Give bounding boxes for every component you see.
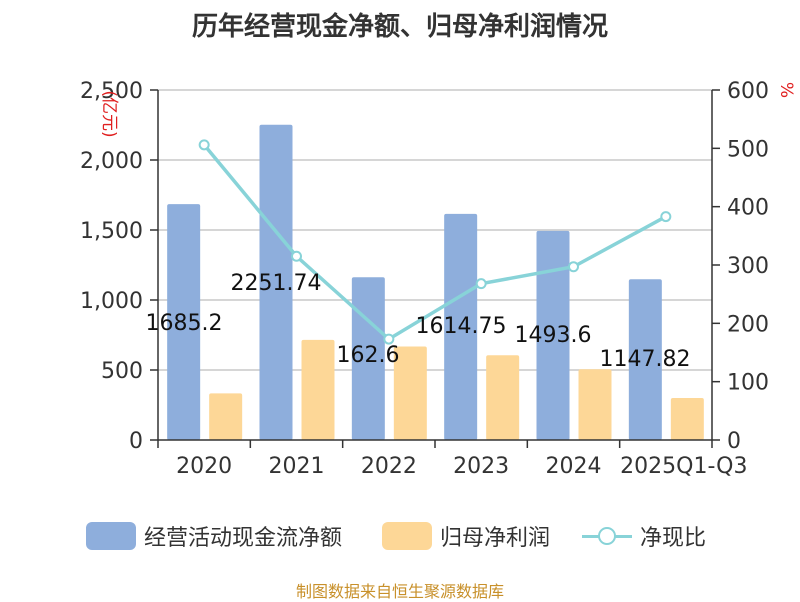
right-tick-label: 600 (727, 79, 769, 104)
bar-cashflow (628, 279, 662, 440)
legend-item-cashflow[interactable]: 经营活动现金流净额 (86, 518, 342, 554)
chart-legend: 经营活动现金流净额 归母净利润 净现比 (0, 518, 800, 554)
right-tick-label: 500 (727, 137, 769, 162)
right-axis-unit: % (776, 82, 796, 98)
left-tick-label: 1,500 (80, 219, 143, 244)
left-tick-label: 500 (101, 359, 143, 384)
source-footer: 制图数据来自恒生聚源数据库 (295, 582, 504, 601)
ratio-point (660, 211, 672, 223)
bar-cashflow (536, 230, 570, 440)
ratio-point (291, 250, 302, 262)
ratio-point (475, 278, 487, 290)
ratio-point (568, 261, 579, 273)
right-tick-label: 400 (727, 196, 769, 221)
bar-cashflow (167, 204, 201, 440)
bar-data-label: 1614.75 (416, 314, 507, 339)
right-tick-label: 200 (727, 312, 769, 337)
bar-data-label: 1685.2 (146, 311, 223, 336)
legend-label-profit: 归母净利润 (440, 526, 551, 551)
bar-profit (301, 339, 335, 440)
bar-cashflow (444, 213, 478, 440)
bar-data-label: 162.6 (337, 343, 400, 368)
bar-profit (486, 355, 520, 440)
ratio-point (198, 139, 210, 151)
left-tick-label: 2,000 (80, 149, 143, 174)
right-tick-label: 300 (727, 254, 769, 279)
bar-profit (209, 393, 243, 440)
ratio-point (383, 333, 395, 345)
bar-data-label: 1147.82 (600, 347, 691, 372)
legend-item-profit[interactable]: 归母净利润 (382, 518, 550, 554)
legend-item-ratio[interactable]: 净现比 (582, 518, 706, 554)
bar-profit (393, 346, 427, 440)
ratio-line (202, 143, 667, 342)
x-tick-label: 2022 (361, 454, 417, 479)
chart-title: 历年经营现金净额、归母净利润情况 (191, 12, 608, 42)
legend-label-ratio: 净现比 (640, 526, 707, 551)
x-tick-label: 2023 (453, 454, 509, 479)
legend-swatch-cashflow (86, 522, 136, 550)
legend-swatch-profit (382, 522, 432, 550)
bar-cashflow (259, 124, 293, 440)
x-tick-label: 2020 (176, 454, 232, 479)
bar-data-label: 1493.6 (515, 323, 592, 348)
x-tick-label: 2021 (269, 454, 325, 479)
right-tick-label: 0 (727, 429, 741, 454)
left-tick-label: 1,000 (80, 289, 143, 314)
bar-data-label: 2251.74 (231, 271, 322, 296)
bar-cashflow (351, 277, 385, 440)
x-tick-label: 2025Q1-Q3 (620, 454, 747, 479)
legend-swatch-ratio (582, 522, 632, 550)
left-tick-label: 0 (129, 429, 143, 454)
left-axis-unit: (亿元) (99, 90, 119, 137)
bar-profit (670, 398, 704, 440)
x-tick-label: 2024 (546, 454, 602, 479)
legend-label-cashflow: 经营活动现金流净额 (144, 526, 343, 551)
right-tick-label: 100 (727, 371, 769, 396)
left-tick-label: 2,500 (80, 79, 143, 104)
bar-profit (578, 369, 612, 440)
